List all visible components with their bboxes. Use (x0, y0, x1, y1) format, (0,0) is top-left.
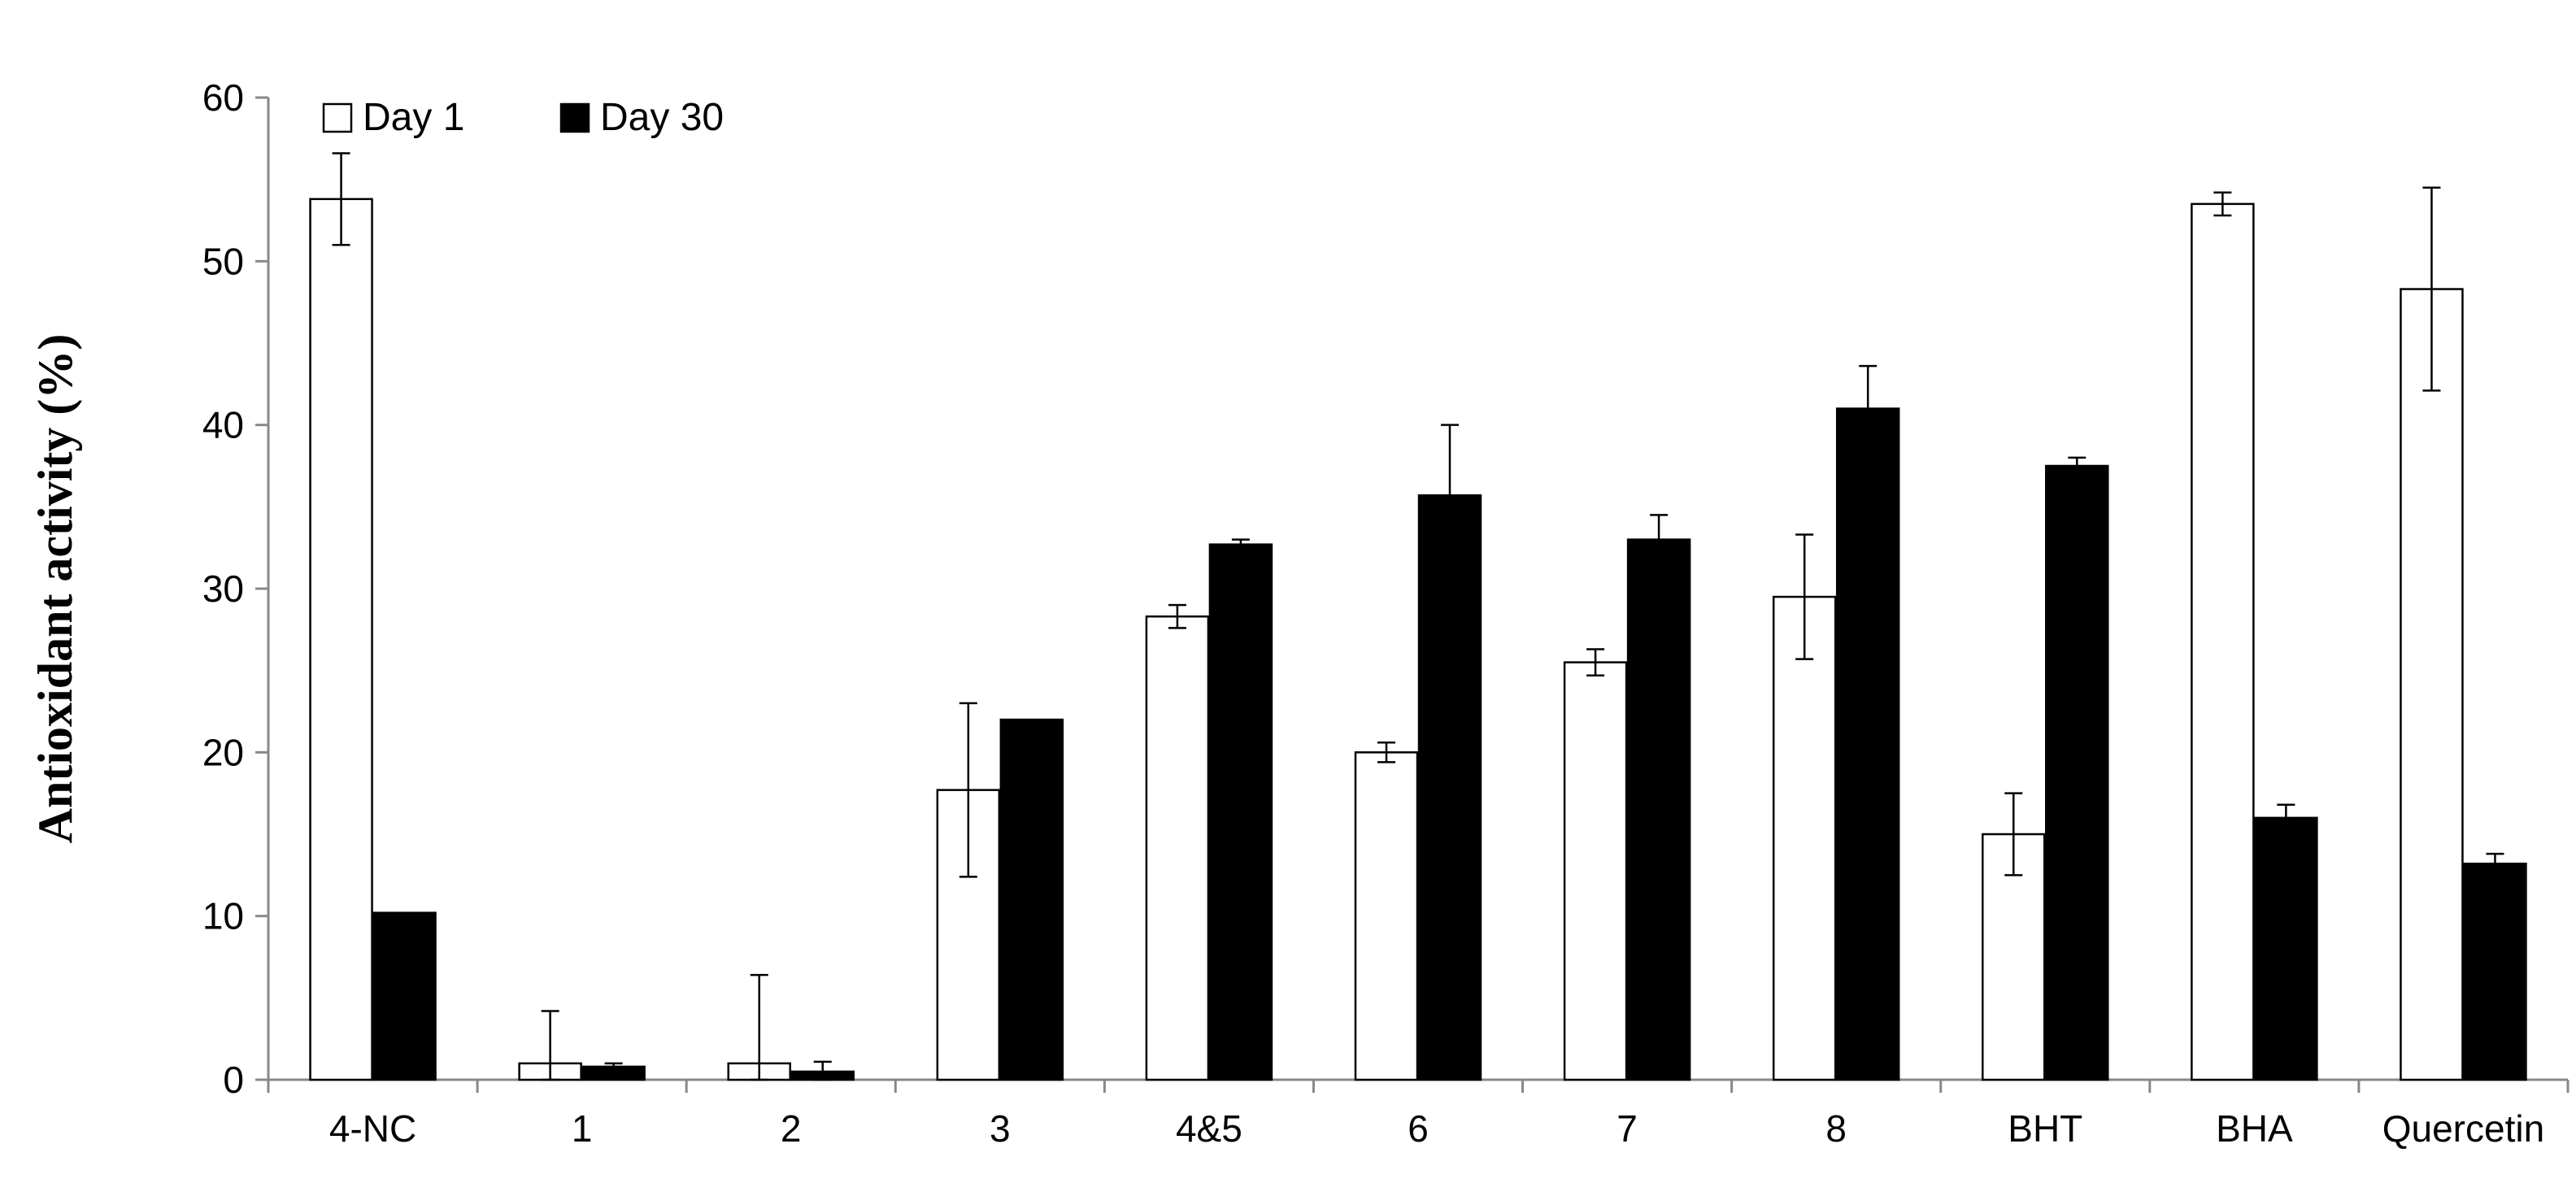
y-axis-title: Antioxidant activity (%) (28, 334, 82, 844)
bar-day-1 (1145, 615, 1210, 1081)
x-tick-label: BHT (2008, 1107, 2082, 1150)
x-tick-label: Quercetin (2382, 1107, 2544, 1150)
legend-swatch-day-1 (322, 102, 353, 133)
x-tick-label: 8 (1825, 1107, 1847, 1150)
x-tick-label: 4&5 (1176, 1107, 1242, 1150)
x-tick-label: 7 (1617, 1107, 1638, 1150)
x-tick-label: 3 (990, 1107, 1011, 1150)
bar-day-30 (1626, 538, 1691, 1081)
bar-day-1 (1563, 661, 1628, 1081)
bar-day-30 (372, 911, 437, 1081)
bar-day-30 (1835, 407, 1900, 1081)
bar-day-1 (2400, 288, 2464, 1081)
y-tick-label: 50 (202, 240, 244, 282)
bar-day-1 (1354, 751, 1419, 1081)
y-tick-label: 40 (202, 404, 244, 446)
legend-label-day-30: Day 30 (600, 96, 724, 139)
legend-label-day-1: Day 1 (363, 96, 464, 139)
bar-day-1 (1772, 595, 1837, 1081)
bar-day-30 (2045, 464, 2109, 1081)
bar-day-30 (2254, 816, 2318, 1081)
y-tick-label: 0 (223, 1059, 244, 1101)
x-tick-label: BHA (2216, 1107, 2293, 1150)
bar-day-30 (999, 718, 1064, 1081)
y-tick-label: 10 (202, 895, 244, 937)
y-tick-label: 30 (202, 568, 244, 610)
y-tick-label: 60 (202, 76, 244, 119)
x-tick-label: 4-NC (329, 1107, 416, 1150)
legend-swatch-day-30 (559, 102, 590, 133)
bar-day-1 (2191, 202, 2255, 1081)
bar-day-30 (1208, 543, 1273, 1081)
bar-day-30 (1417, 494, 1482, 1081)
y-tick-label: 20 (202, 731, 244, 773)
x-tick-label: 2 (781, 1107, 802, 1150)
x-tick-label: 6 (1408, 1107, 1429, 1150)
bar-day-30 (2463, 862, 2527, 1081)
bar-day-1 (309, 198, 373, 1081)
x-tick-label: 1 (572, 1107, 593, 1150)
